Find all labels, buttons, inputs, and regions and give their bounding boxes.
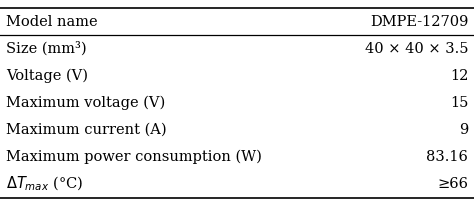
Text: Maximum voltage (V): Maximum voltage (V) [6,96,165,110]
Text: 83.16: 83.16 [427,150,468,164]
Text: 9: 9 [459,123,468,137]
Text: $\Delta T_{max}$ (°C): $\Delta T_{max}$ (°C) [6,175,83,193]
Text: Maximum current (A): Maximum current (A) [6,123,166,137]
Text: Size (mm³): Size (mm³) [6,42,86,56]
Text: 15: 15 [450,96,468,110]
Text: Maximum power consumption (W): Maximum power consumption (W) [6,150,262,164]
Text: Model name: Model name [6,15,97,29]
Text: 40 × 40 × 3.5: 40 × 40 × 3.5 [365,42,468,56]
Text: ≥66: ≥66 [438,177,468,191]
Text: DMPE-12709: DMPE-12709 [370,15,468,29]
Text: Voltage (V): Voltage (V) [6,69,88,83]
Text: 12: 12 [450,69,468,83]
